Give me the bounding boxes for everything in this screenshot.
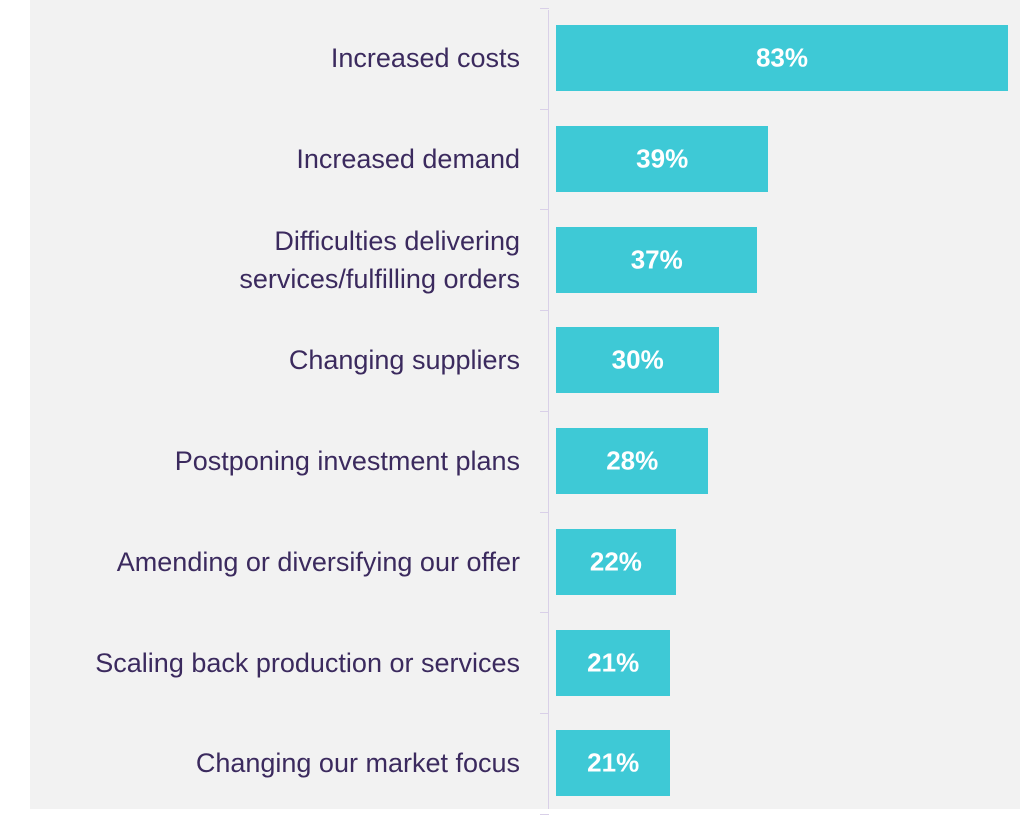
category-label: Changing our market focus bbox=[195, 748, 520, 779]
axis-tick bbox=[540, 108, 549, 110]
axis-tick bbox=[540, 209, 549, 211]
bar bbox=[556, 629, 671, 696]
category-axis bbox=[548, 10, 549, 809]
bar bbox=[556, 528, 676, 595]
category-label: Increased costs bbox=[330, 43, 520, 74]
value-label: 37% bbox=[630, 244, 683, 275]
bar bbox=[556, 226, 758, 293]
bar bbox=[556, 25, 1008, 92]
value-label: 28% bbox=[606, 445, 659, 476]
plot-background bbox=[30, 0, 1020, 809]
axis-tick bbox=[540, 612, 549, 614]
axis-tick bbox=[540, 813, 549, 815]
bar bbox=[556, 428, 709, 495]
axis-tick bbox=[540, 712, 549, 714]
category-label: Difficulties delivering services/fulfill… bbox=[239, 225, 520, 294]
category-label: Increased demand bbox=[296, 144, 520, 175]
value-label: 39% bbox=[636, 143, 689, 174]
bar bbox=[556, 327, 720, 394]
value-label: 30% bbox=[611, 344, 664, 375]
axis-tick bbox=[540, 511, 549, 513]
bar bbox=[556, 730, 671, 797]
category-label: Changing suppliers bbox=[288, 345, 520, 376]
bar bbox=[556, 126, 769, 193]
axis-tick bbox=[540, 8, 549, 9]
category-label: Postponing investment plans bbox=[174, 446, 520, 477]
category-label: Amending or diversifying our offer bbox=[116, 546, 520, 577]
category-label: Scaling back production or services bbox=[95, 647, 520, 678]
axis-tick bbox=[540, 310, 549, 312]
value-label: 83% bbox=[755, 42, 809, 73]
value-label: 21% bbox=[587, 647, 640, 678]
axis-tick bbox=[540, 410, 549, 412]
value-label: 22% bbox=[589, 546, 642, 577]
value-label: 21% bbox=[587, 747, 640, 778]
